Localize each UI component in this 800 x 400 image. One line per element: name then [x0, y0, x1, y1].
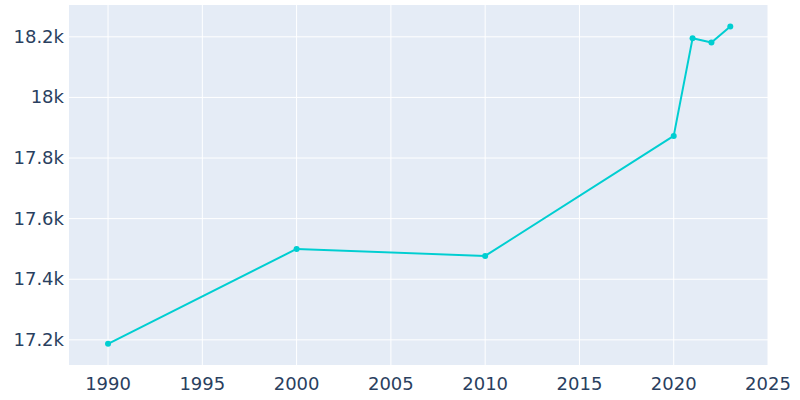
series-point [105, 341, 111, 347]
grid [69, 5, 768, 365]
y-tick-label: 17.6k [13, 208, 64, 229]
x-tick-label: 2005 [368, 373, 414, 394]
series-point [690, 35, 696, 41]
y-tick-label: 18.2k [13, 26, 64, 47]
x-grid-line [390, 5, 391, 365]
x-tick-label: 2000 [274, 373, 320, 394]
y-grid-line [69, 339, 768, 340]
x-grid-line [296, 5, 297, 365]
y-tick-label: 17.4k [13, 268, 64, 289]
x-tick-label: 2015 [557, 373, 603, 394]
y-tick-label: 17.8k [13, 147, 64, 168]
series-line [108, 27, 730, 344]
y-grid-line [69, 97, 768, 98]
x-grid-line [768, 5, 769, 365]
series-point [671, 133, 677, 139]
plot-area [69, 5, 768, 365]
x-grid-line [579, 5, 580, 365]
x-grid-line [202, 5, 203, 365]
y-tick-label: 18k [31, 86, 65, 107]
series-point [727, 24, 733, 30]
chart-svg: 1990 1995 2000 2005 2010 2015 2020 2025 17.2k 17.… [0, 0, 800, 400]
chart-container: 1990 1995 2000 2005 2010 2015 2020 2025 17.2k 17.… [0, 0, 800, 400]
y-grid-line [69, 36, 768, 37]
series-point [708, 40, 714, 46]
x-grid-line [108, 5, 109, 365]
x-tick-label: 2010 [462, 373, 508, 394]
y-grid-line [69, 279, 768, 280]
y-tick-label: 17.2k [13, 329, 64, 350]
y-grid-line [69, 218, 768, 219]
x-tick-label: 1995 [179, 373, 225, 394]
x-tick-label: 2020 [651, 373, 697, 394]
x-grid-line [673, 5, 674, 365]
series [105, 24, 733, 347]
y-grid-line [69, 158, 768, 159]
x-tick-label: 1990 [85, 373, 131, 394]
series-point [294, 246, 300, 252]
x-tick-label: 2025 [745, 373, 791, 394]
series-point [482, 253, 488, 259]
x-grid-line [485, 5, 486, 365]
